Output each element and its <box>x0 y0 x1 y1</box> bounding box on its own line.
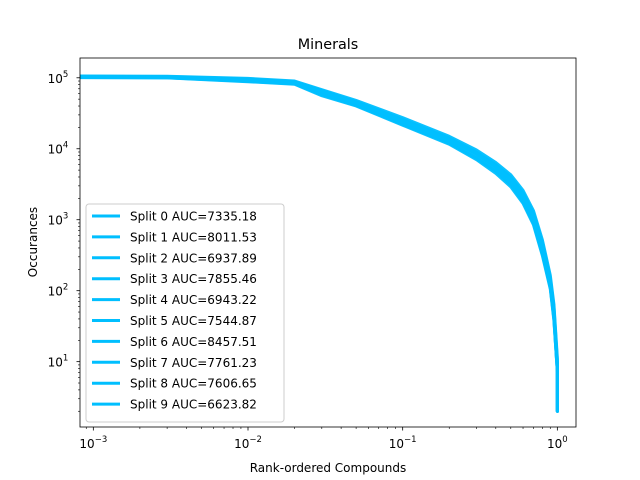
x-axis-label: Rank-ordered Compounds <box>250 461 407 475</box>
legend-entry: Split 7 AUC=7761.23 <box>130 356 257 370</box>
y-tick-base: 10 <box>48 143 63 157</box>
legend-entry: Split 6 AUC=8457.51 <box>130 335 257 349</box>
x-tick-exponent: −3 <box>95 435 108 445</box>
legend-entry: Split 8 AUC=7606.65 <box>130 377 257 391</box>
legend-entry: Split 4 AUC=6943.22 <box>130 293 257 307</box>
x-tick-label: 10−3 <box>79 435 107 451</box>
legend-box <box>85 203 285 423</box>
plot-frame <box>79 57 577 428</box>
chart-title: Minerals <box>298 37 359 53</box>
y-tick-base: 10 <box>48 214 63 228</box>
legend-entry: Split 2 AUC=6937.89 <box>130 251 257 265</box>
series-lines <box>80 74 559 413</box>
y-tick-label: 104 <box>48 141 69 157</box>
y-tick-label: 105 <box>48 70 69 86</box>
x-tick-base: 10 <box>79 437 94 451</box>
y-tick-exponent: 2 <box>63 283 68 293</box>
y-tick-base: 10 <box>48 72 63 86</box>
y-tick-exponent: 1 <box>63 354 68 364</box>
y-axis-label: Occurances <box>26 207 40 277</box>
y-tick-base: 10 <box>48 356 63 370</box>
x-tick-base: 10 <box>389 437 404 451</box>
legend: Split 0 AUC=7335.18 Split 1 AUC=8011.53 Sp… <box>85 203 285 423</box>
legend-entry: Split 9 AUC=6623.82 <box>130 398 257 412</box>
legend-entry: Split 3 AUC=7855.46 <box>130 272 257 286</box>
y-tick-exponent: 4 <box>63 141 68 151</box>
x-tick-label: 10−2 <box>234 435 262 451</box>
x-tick-base: 10 <box>547 437 562 451</box>
series-line-9 <box>80 76 559 413</box>
y-tick-label: 102 <box>48 283 69 299</box>
y-tick-label: 101 <box>48 354 69 370</box>
x-tick-exponent: 0 <box>562 435 567 445</box>
y-tick-exponent: 5 <box>63 70 68 80</box>
x-tick-label: 10−1 <box>389 435 417 451</box>
x-tick-exponent: −1 <box>404 435 417 445</box>
legend-entry: Split 5 AUC=7544.87 <box>130 314 257 328</box>
x-tick-exponent: −2 <box>249 435 262 445</box>
x-axis-ticks: 10−3 10−2 10−1 100 <box>79 427 568 451</box>
x-tick-label: 100 <box>547 435 568 451</box>
legend-entry: Split 0 AUC=7335.18 <box>130 210 257 224</box>
x-tick-base: 10 <box>234 437 249 451</box>
y-tick-label: 103 <box>48 212 69 228</box>
y-tick-exponent: 3 <box>63 212 68 222</box>
y-tick-base: 10 <box>48 285 63 299</box>
legend-entry: Split 1 AUC=8011.53 <box>130 230 257 244</box>
